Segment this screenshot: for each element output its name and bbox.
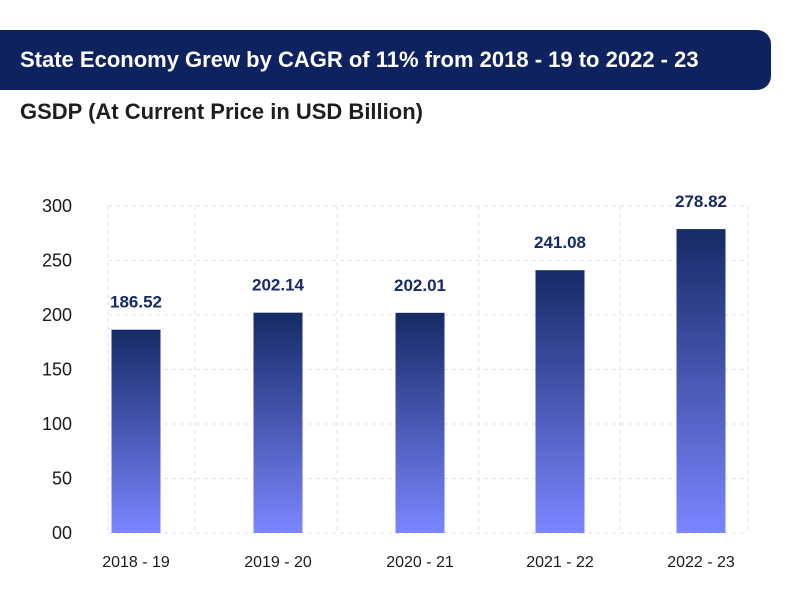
title-banner: State Economy Grew by CAGR of 11% from 2… [0, 30, 771, 90]
y-tick-label: 200 [42, 305, 72, 325]
y-axis-ticks: 00 50 100 150 200 250 300 [42, 196, 72, 543]
bar [676, 229, 726, 534]
data-label: 278.82 [675, 192, 727, 211]
chart-title: State Economy Grew by CAGR of 11% from 2… [20, 47, 699, 72]
bars [111, 229, 726, 534]
bar [253, 312, 303, 533]
bar [395, 312, 445, 533]
y-tick-label: 250 [42, 251, 72, 271]
data-label: 186.52 [110, 293, 162, 312]
chart-subtitle: GSDP (At Current Price in USD Billion) [20, 99, 423, 124]
bar [535, 270, 585, 533]
y-tick-label: 100 [42, 414, 72, 434]
data-label: 202.14 [252, 276, 305, 295]
x-tick-label: 2018 - 19 [102, 554, 170, 571]
data-labels: 186.52 202.14 202.01 241.08 278.82 [110, 192, 727, 312]
data-label: 241.08 [534, 233, 586, 252]
y-tick-label: 150 [42, 360, 72, 380]
x-axis-ticks: 2018 - 19 2019 - 20 2020 - 21 2021 - 22 2022… [102, 554, 735, 571]
y-tick-label: 50 [52, 469, 72, 489]
y-tick-label: 00 [52, 523, 72, 543]
x-tick-label: 2021 - 22 [526, 554, 594, 571]
x-tick-label: 2020 - 21 [386, 554, 454, 571]
x-tick-label: 2019 - 20 [244, 554, 312, 571]
bar [111, 329, 161, 533]
data-label: 202.01 [394, 276, 446, 295]
y-tick-label: 300 [42, 196, 72, 216]
x-tick-label: 2022 - 23 [667, 554, 735, 571]
